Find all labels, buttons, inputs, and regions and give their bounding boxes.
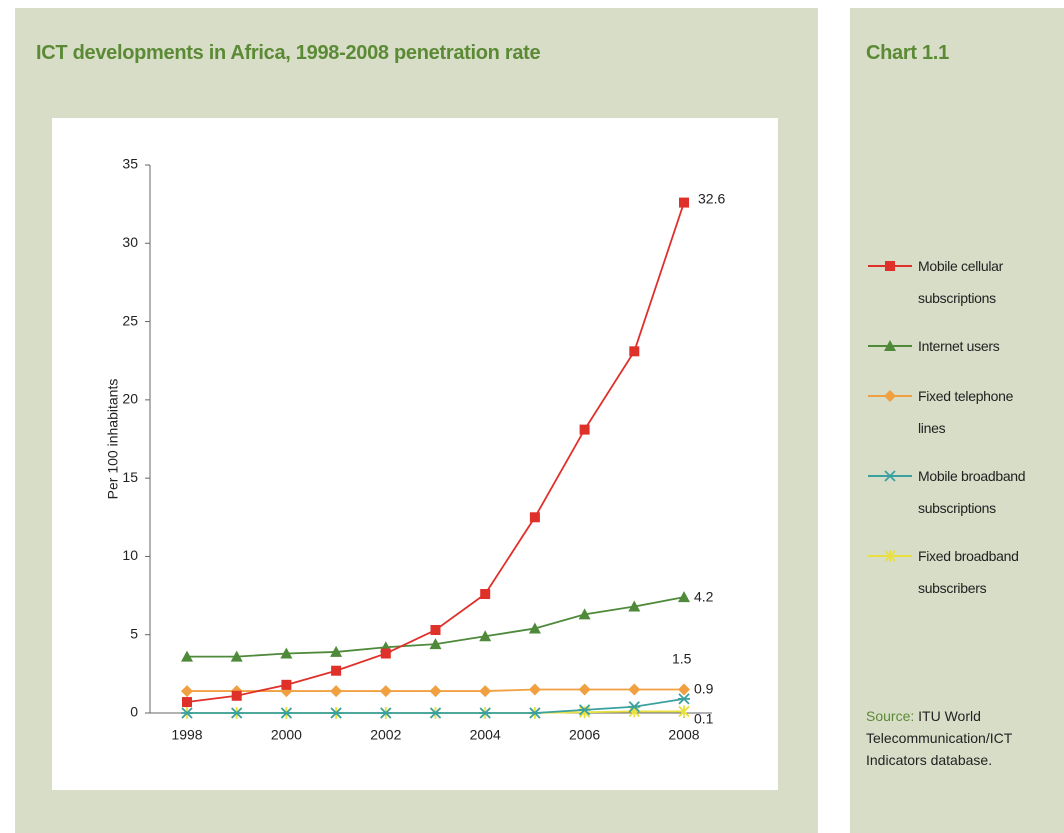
y-tick-label: 25 — [122, 312, 138, 328]
chart: Per 100 inhabitants 0 5 10 15 20 25 30 35 1998 20… — [105, 156, 726, 743]
marker — [380, 648, 391, 659]
marker — [430, 625, 441, 636]
marker — [181, 685, 193, 698]
marker — [628, 683, 641, 696]
marker — [578, 704, 591, 716]
marker — [528, 683, 541, 696]
marker — [182, 697, 192, 708]
plot-area: Per 100 inhabitants 0 5 10 15 20 25 30 35 1998 20… — [52, 118, 778, 790]
marker — [331, 665, 342, 676]
annotation: 4.2 — [694, 589, 714, 605]
annotation: 1.5 — [672, 651, 692, 667]
marker — [230, 650, 243, 662]
marker — [529, 512, 540, 523]
y-tick-label: 10 — [122, 547, 138, 563]
marker — [280, 647, 293, 659]
marker — [330, 707, 343, 719]
marker — [181, 707, 193, 719]
source-label: Source: — [866, 708, 915, 724]
x-tick-label: 2006 — [569, 727, 600, 743]
legend-marker — [884, 390, 896, 402]
marker — [628, 701, 641, 713]
marker — [479, 707, 492, 719]
x-tick-label: 2008 — [668, 727, 699, 743]
y-tick-label: 5 — [130, 625, 138, 641]
marker — [679, 197, 689, 208]
x-tick-label: 2002 — [370, 727, 401, 743]
legend-swatch — [868, 261, 912, 271]
marker — [479, 685, 492, 698]
chart-number: Chart 1.1 — [866, 42, 949, 64]
legend-swatch — [868, 390, 912, 402]
y-tick-label: 35 — [122, 156, 138, 172]
marker — [628, 600, 641, 612]
y-tick-label: 20 — [122, 391, 138, 407]
legend-label: Mobile broadband subscriptions — [918, 468, 1026, 516]
legend-swatch — [868, 550, 912, 562]
y-tick-label: 0 — [130, 704, 138, 720]
legend-marker — [884, 340, 896, 351]
legend-marker — [884, 550, 896, 562]
source-text: ITU World Telecommunication/ICT Indicato… — [866, 708, 1013, 768]
marker — [678, 591, 690, 603]
marker — [479, 630, 492, 642]
marker — [230, 707, 243, 719]
y-tick-label: 30 — [122, 234, 138, 250]
annotation: 0.9 — [694, 681, 714, 697]
chart-title: ICT developments in Africa, 1998-2008 pe… — [36, 42, 541, 64]
marker — [678, 705, 690, 718]
marker — [330, 685, 343, 698]
legend-label: Internet users — [918, 338, 1000, 354]
x-tick-label: 1998 — [171, 727, 202, 743]
legend-label: Fixed broadband subscribers — [918, 548, 1019, 596]
marker — [280, 707, 293, 719]
legend-swatch — [868, 340, 912, 351]
y-tick-label: 15 — [122, 469, 138, 485]
legend-swatch — [868, 470, 912, 482]
legend-label: Fixed telephone lines — [918, 388, 1014, 436]
marker — [379, 685, 392, 698]
source: Source: ITU World Telecommunication/ICT … — [866, 705, 1046, 771]
marker — [578, 683, 591, 696]
marker — [330, 645, 343, 657]
marker — [629, 346, 640, 357]
y-axis-label: Per 100 inhabitants — [105, 379, 121, 500]
marker — [528, 622, 541, 634]
x-tick-label: 2000 — [271, 727, 302, 743]
x-tick-label: 2004 — [470, 727, 501, 743]
marker — [429, 638, 442, 650]
marker — [379, 707, 392, 719]
marker — [429, 707, 442, 719]
marker — [678, 693, 690, 705]
marker — [281, 679, 292, 690]
marker — [678, 683, 690, 696]
marker — [429, 685, 442, 698]
legend-marker — [885, 261, 895, 271]
marker — [578, 608, 591, 620]
marker — [528, 707, 541, 719]
annotation: 32.6 — [698, 191, 725, 207]
annotation: 0.1 — [694, 711, 714, 727]
legend-label: Mobile cellular subscriptions — [918, 258, 1003, 306]
marker — [579, 424, 590, 435]
marker — [231, 690, 242, 701]
marker — [480, 589, 491, 600]
marker — [181, 650, 193, 662]
legend-marker — [884, 470, 896, 482]
right-panel — [850, 8, 1064, 833]
